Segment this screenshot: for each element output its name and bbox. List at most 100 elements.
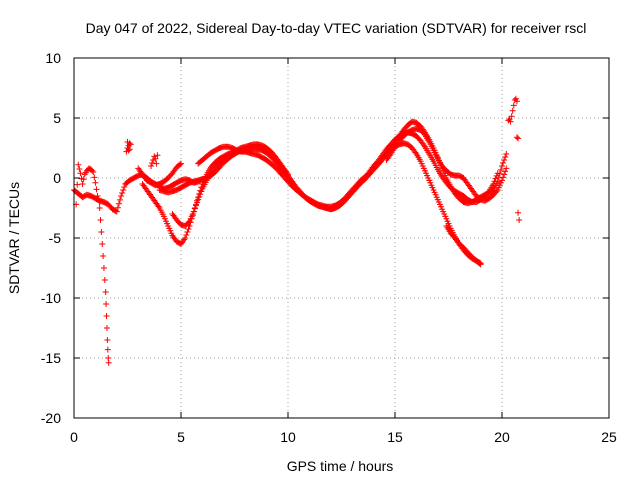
data-point: [176, 161, 183, 168]
data-point: [101, 277, 108, 283]
data-point: [185, 219, 192, 226]
data-point: [153, 160, 160, 167]
data-point: [96, 199, 103, 205]
data-points: [71, 95, 523, 366]
data-point: [103, 325, 110, 331]
series-track-g: [135, 160, 184, 189]
data-point: [184, 229, 191, 235]
data-point: [126, 146, 133, 153]
x-tick-label: 15: [387, 429, 403, 445]
data-point: [76, 166, 83, 172]
data-point: [94, 193, 101, 199]
data-point: [183, 232, 190, 238]
data-point: [90, 169, 97, 175]
data-point: [191, 205, 198, 212]
data-point: [80, 176, 87, 183]
series-track-f: [156, 176, 206, 196]
data-point: [99, 241, 106, 247]
data-point: [103, 301, 110, 307]
data-point: [91, 174, 98, 181]
data-point: [501, 171, 508, 178]
data-point: [503, 165, 510, 172]
data-point: [195, 196, 202, 203]
series-track-d: [383, 125, 510, 204]
data-point: [117, 196, 124, 203]
x-tick-label: 0: [70, 429, 78, 445]
data-point: [192, 202, 199, 209]
data-point: [125, 147, 132, 154]
data-point: [115, 200, 122, 207]
data-point: [508, 113, 515, 120]
data-point: [492, 175, 499, 182]
data-point: [152, 155, 159, 162]
data-point: [126, 140, 133, 147]
data-point: [493, 188, 500, 195]
y-tick-label: 10: [45, 50, 61, 66]
data-point: [154, 152, 161, 159]
data-point: [515, 209, 522, 216]
data-point: [118, 193, 125, 199]
series-track-e: [195, 129, 501, 213]
x-axis-label: GPS time / hours: [287, 458, 394, 474]
data-point: [500, 174, 507, 181]
data-point: [103, 313, 110, 319]
chart-title: Day 047 of 2022, Sidereal Day-to-day VTE…: [86, 20, 587, 36]
series-track-h: [443, 223, 484, 268]
x-tick-label: 10: [280, 429, 296, 445]
series-early-left: [73, 161, 103, 208]
y-tick-label: -20: [41, 410, 61, 426]
data-point: [121, 184, 128, 190]
x-tick-label: 20: [494, 429, 510, 445]
data-point: [104, 337, 111, 343]
data-point: [477, 261, 484, 268]
data-point: [120, 187, 127, 193]
data-point: [515, 135, 522, 142]
data-point: [77, 170, 84, 177]
data-point: [503, 151, 510, 157]
data-point: [92, 179, 99, 186]
data-point: [149, 160, 156, 166]
series-track-c: [169, 141, 291, 229]
data-point: [491, 178, 498, 185]
y-tick-label: -15: [41, 350, 61, 366]
data-point: [497, 166, 504, 173]
data-point: [119, 190, 126, 196]
data-point: [93, 186, 100, 193]
data-point: [476, 260, 483, 267]
x-tick-label: 5: [177, 429, 185, 445]
data-point: [178, 160, 184, 167]
data-point: [104, 346, 111, 353]
grid-lines: [74, 58, 609, 418]
data-point: [74, 181, 81, 188]
data-point: [113, 208, 120, 215]
data-point: [185, 226, 192, 232]
data-point: [190, 208, 197, 215]
data-point: [502, 168, 509, 175]
data-point: [127, 141, 134, 148]
series-spike-3-8: [148, 152, 161, 169]
data-point: [182, 235, 189, 241]
data-point: [198, 188, 205, 195]
series-dip: [96, 205, 112, 366]
data-point: [194, 199, 201, 206]
y-axis-label: SDTVAR / TECUs: [6, 182, 22, 294]
data-point: [499, 163, 505, 169]
data-point: [148, 163, 155, 169]
data-point: [502, 154, 509, 160]
data-point: [89, 167, 96, 174]
data-point: [507, 118, 514, 125]
data-point: [102, 289, 109, 295]
series-spike-2-5: [123, 139, 134, 155]
axis-ticks: 0 5 10 15 20 25 -20 -15 -10 -5 0 5 10: [41, 50, 617, 445]
data-point: [100, 253, 107, 259]
data-point: [96, 205, 103, 211]
data-point: [499, 177, 505, 184]
data-point: [95, 196, 102, 202]
data-point: [112, 208, 119, 214]
data-point: [513, 134, 520, 141]
data-point: [500, 160, 507, 166]
data-point: [513, 98, 520, 105]
data-point: [509, 107, 516, 114]
y-tick-label: 0: [53, 170, 61, 186]
